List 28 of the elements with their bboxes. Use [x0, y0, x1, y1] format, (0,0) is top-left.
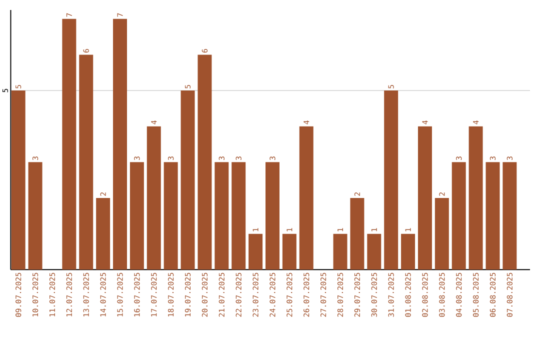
bar [350, 198, 364, 270]
bar [79, 54, 94, 270]
bar [62, 19, 76, 270]
bar [96, 198, 110, 270]
bar [248, 234, 263, 270]
bar [28, 162, 42, 270]
bar [146, 126, 161, 270]
bar [282, 234, 296, 270]
bar [333, 234, 348, 270]
bar [452, 162, 466, 270]
bar [502, 162, 517, 270]
bar [198, 54, 212, 270]
bar [214, 162, 229, 270]
bar [180, 90, 195, 270]
bar [418, 126, 432, 270]
bar [468, 126, 483, 270]
bar [113, 19, 127, 270]
bar [266, 162, 280, 270]
bar [232, 162, 246, 270]
bar [401, 234, 416, 270]
bar [434, 198, 449, 270]
bar [486, 162, 500, 270]
bar [367, 234, 382, 270]
bar [164, 162, 178, 270]
bar [11, 90, 26, 270]
bar [384, 90, 398, 270]
bar [299, 126, 314, 270]
bar [130, 162, 144, 270]
